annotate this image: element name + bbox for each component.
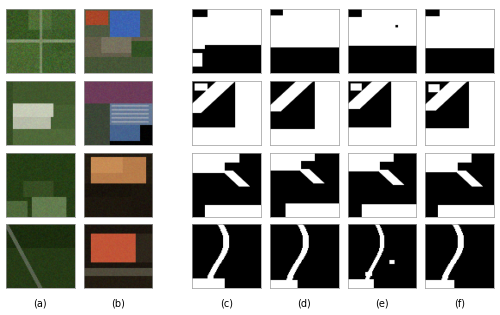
Text: (a): (a)	[34, 299, 47, 309]
Text: (e): (e)	[375, 299, 389, 309]
Text: (f): (f)	[454, 299, 465, 309]
Text: (b): (b)	[111, 299, 125, 309]
Text: (c): (c)	[220, 299, 233, 309]
Text: (d): (d)	[298, 299, 311, 309]
